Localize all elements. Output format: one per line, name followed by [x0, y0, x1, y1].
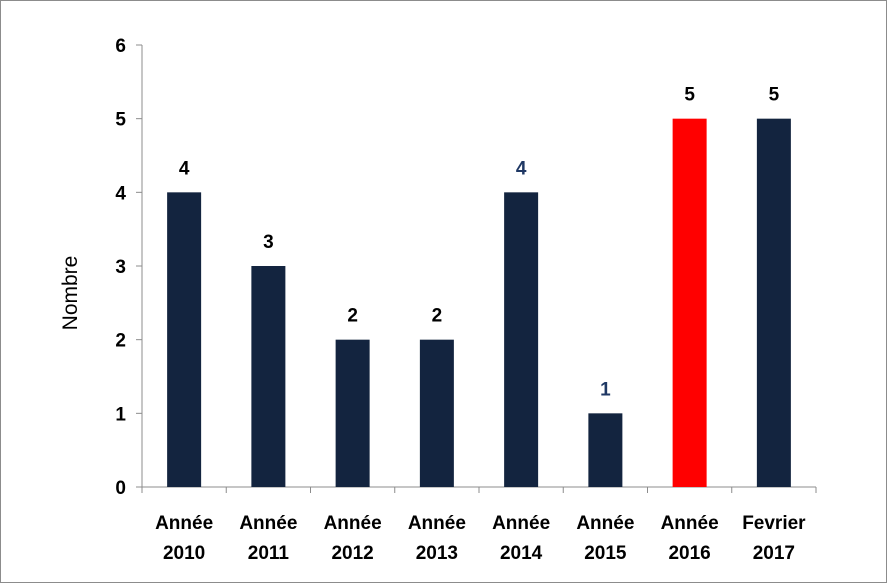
bar — [756, 118, 791, 488]
x-tick-label-year: 2010 — [163, 543, 205, 564]
data-label: 4 — [516, 158, 527, 179]
x-tick-label-year: 2015 — [584, 543, 627, 564]
bar — [167, 192, 202, 488]
x-tick-labels: Année 2010 Année 2011 Année 2012 Année 2013 Anné… — [155, 513, 806, 564]
axes — [136, 44, 817, 493]
data-label: 2 — [432, 306, 443, 327]
bar — [251, 266, 286, 487]
x-tick-label: Année — [576, 513, 634, 534]
x-tick-label: Fevrier — [742, 513, 806, 534]
data-labels: 4 3 2 2 4 1 5 5 — [179, 85, 780, 401]
x-tick-label: Année — [661, 513, 719, 534]
bar — [504, 192, 539, 488]
x-tick-label: Année — [155, 513, 213, 534]
y-tick-label: 2 — [115, 331, 126, 352]
bar — [419, 339, 454, 487]
data-label: 5 — [684, 85, 695, 106]
data-label: 4 — [179, 158, 190, 179]
y-tick-label: 5 — [115, 110, 126, 131]
y-tick-label: 1 — [115, 404, 126, 425]
data-label: 3 — [263, 232, 274, 253]
data-label: 2 — [347, 306, 358, 327]
y-tick-label: 3 — [115, 257, 126, 278]
data-label: 1 — [600, 379, 611, 400]
y-tick-label: 4 — [115, 183, 126, 204]
x-tick-label-year: 2012 — [331, 543, 373, 564]
y-tick-labels: 0 1 2 3 4 5 6 — [115, 36, 126, 499]
x-tick-label-year: 2016 — [668, 543, 710, 564]
bars — [167, 118, 791, 488]
x-tick-label-year: 2013 — [416, 543, 458, 564]
y-axis-title: Nombre — [59, 256, 82, 331]
x-tick-label: Année — [492, 513, 550, 534]
x-tick-label: Année — [408, 513, 466, 534]
data-label: 5 — [769, 85, 780, 106]
bar — [588, 413, 623, 487]
x-tick-label-year: 2011 — [248, 543, 290, 564]
x-tick-label-year: 2017 — [753, 543, 795, 564]
x-tick-label: Année — [324, 513, 382, 534]
y-tick-label: 6 — [115, 36, 126, 57]
x-tick-label: Année — [239, 513, 297, 534]
y-tick-label: 0 — [115, 478, 126, 499]
bar — [335, 339, 370, 487]
x-tick-label-year: 2014 — [500, 543, 543, 564]
bar — [672, 118, 707, 488]
